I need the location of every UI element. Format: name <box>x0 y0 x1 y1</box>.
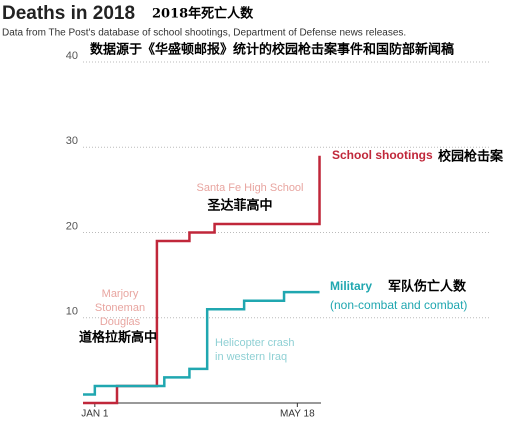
legend-label: Military <box>330 279 372 293</box>
annotation: 道格拉斯高中 <box>79 330 157 346</box>
legend-label: School shootings <box>332 148 433 162</box>
annotation: Santa Fe High School <box>196 182 303 194</box>
x-tick-label: JAN 1 <box>81 409 109 420</box>
subtitle-zh: 数据源于《华盛顿邮报》统计的校园枪击案事件和国防部新闻稿 <box>90 42 454 58</box>
annotation: (non-combat and combat) <box>330 298 467 312</box>
y-tick-label: 10 <box>66 306 78 318</box>
annotation: Marjory <box>102 288 139 300</box>
y-tick-label: 40 <box>66 50 78 62</box>
y-tick-label: 30 <box>66 135 78 147</box>
annotation: 军队伤亡人数 <box>388 279 467 295</box>
annotation: Stoneman <box>95 302 145 314</box>
series-line <box>83 155 321 405</box>
annotation: 圣达菲高中 <box>207 198 272 214</box>
x-tick-label: MAY 18 <box>280 409 315 420</box>
annotation: Douglas <box>100 316 141 328</box>
annotation: in western Iraq <box>215 351 287 363</box>
chart-title: Deaths in 2018 <box>2 3 135 24</box>
annotation: Helicopter crash <box>215 337 294 349</box>
chart-title-zh: 2018年死亡人数 <box>152 6 254 22</box>
annotation: 校园枪击案 <box>438 149 504 165</box>
series-line <box>83 290 320 396</box>
subtitle: Data from The Post's database of school … <box>2 28 406 39</box>
y-tick-label: 20 <box>66 220 78 232</box>
